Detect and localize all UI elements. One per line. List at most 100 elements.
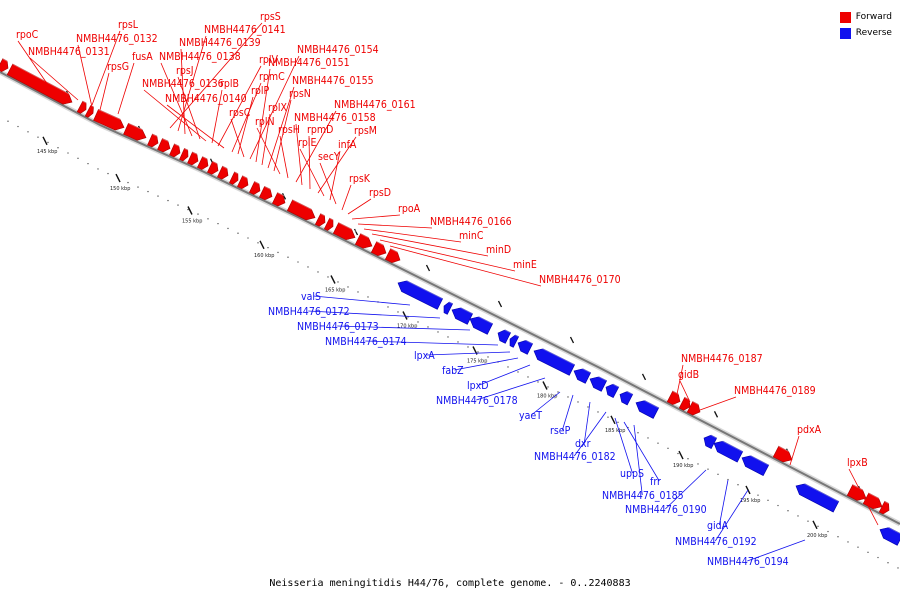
reverse-leader	[426, 351, 511, 356]
scale-dot	[297, 261, 299, 263]
gene-reverse-17[interactable]	[877, 523, 900, 546]
gene-forward-18-arrow	[272, 192, 286, 207]
gene-forward-6[interactable]	[147, 133, 161, 149]
scale-tick	[330, 275, 336, 284]
gene-reverse-15[interactable]	[739, 451, 770, 477]
gene-reverse-5[interactable]	[507, 333, 520, 348]
forward-leader	[77, 44, 93, 108]
scale-tick-label: 145 kbp	[37, 149, 57, 155]
scale-dot	[207, 218, 209, 220]
forward-leader	[299, 148, 325, 197]
legend-forward: Forward	[839, 9, 892, 25]
reverse-gene-label: valS	[301, 291, 321, 303]
gene-forward-29[interactable]	[772, 445, 796, 465]
gene-reverse-7[interactable]	[531, 345, 576, 376]
forward-gene-label: NMBH4476_0189	[734, 385, 816, 397]
gene-forward-14[interactable]	[229, 171, 241, 186]
gene-reverse-7-arrow	[533, 348, 576, 376]
gene-forward-9-arrow	[179, 148, 189, 162]
gene-forward-23[interactable]	[354, 233, 375, 252]
gene-reverse-9[interactable]	[587, 373, 608, 392]
forward-leader	[177, 35, 207, 132]
gene-reverse-10[interactable]	[603, 381, 620, 399]
scale-dot	[597, 411, 599, 413]
gene-forward-28[interactable]	[686, 400, 704, 417]
reverse-gene-label: NMBH4476_0192	[675, 536, 757, 548]
gene-forward-10[interactable]	[187, 151, 201, 167]
forward-gene-label: rpsC	[229, 107, 251, 119]
reverse-leader	[562, 394, 574, 431]
gene-forward-5-arrow	[123, 122, 147, 141]
forward-leader	[295, 110, 337, 183]
gene-reverse-15-bevel	[744, 451, 770, 466]
forward-gene-label: rplE	[298, 137, 317, 149]
scale-dot	[707, 468, 709, 470]
scale-dot	[127, 181, 129, 184]
reverse-leader	[313, 295, 411, 306]
gene-forward-16[interactable]	[249, 181, 263, 197]
gene-reverse-16[interactable]	[793, 480, 840, 513]
gene-features-layer	[0, 58, 900, 546]
scale-dot	[847, 541, 849, 543]
gene-forward-5[interactable]	[123, 122, 149, 143]
gene-reverse-11[interactable]	[617, 388, 634, 406]
gene-reverse-1[interactable]	[441, 300, 454, 315]
gene-reverse-13[interactable]	[701, 432, 718, 450]
forward-gene-label: lpxB	[847, 457, 868, 469]
scale-dot	[567, 396, 569, 398]
gene-forward-22[interactable]	[332, 222, 358, 243]
scale-dot	[547, 386, 549, 388]
reverse-leader	[623, 421, 660, 482]
gene-forward-3[interactable]	[84, 104, 97, 118]
gene-reverse-12[interactable]	[633, 396, 660, 419]
gene-reverse-14[interactable]	[711, 437, 744, 463]
gene-reverse-2[interactable]	[449, 304, 474, 325]
gene-forward-19[interactable]	[286, 199, 318, 223]
forward-leader	[699, 396, 737, 411]
gene-forward-4-bevel	[98, 108, 127, 123]
gene-forward-2[interactable]	[76, 100, 90, 115]
gene-forward-1[interactable]	[6, 63, 76, 107]
gene-forward-18[interactable]	[272, 192, 288, 209]
gene-forward-9[interactable]	[179, 147, 191, 162]
forward-gene-label: NMBH4476_0138	[159, 51, 241, 63]
scale-dot	[337, 281, 339, 283]
forward-leader	[211, 89, 223, 144]
gene-forward-0[interactable]	[0, 58, 12, 74]
gene-forward-1-bevel	[12, 63, 76, 98]
gene-forward-0-arrow	[0, 58, 9, 72]
forward-gene-label: NMBH4476_0136	[142, 78, 224, 90]
reverse-leader	[614, 417, 633, 474]
forward-leader	[848, 468, 879, 526]
gene-reverse-3[interactable]	[467, 313, 494, 335]
gene-reverse-8[interactable]	[571, 365, 592, 384]
gene-forward-25[interactable]	[384, 248, 403, 266]
gene-forward-24[interactable]	[370, 241, 389, 259]
gene-forward-21[interactable]	[323, 217, 336, 232]
gene-forward-8[interactable]	[169, 143, 183, 159]
scale-dot	[77, 157, 79, 160]
gene-reverse-4[interactable]	[495, 327, 512, 344]
gene-forward-32[interactable]	[878, 500, 893, 515]
gene-forward-12[interactable]	[207, 160, 221, 176]
gene-forward-4[interactable]	[93, 108, 127, 133]
gene-reverse-14-arrow	[713, 440, 744, 463]
scale-dot	[287, 256, 289, 258]
reverse-leader	[365, 340, 499, 346]
gene-forward-13[interactable]	[217, 165, 231, 181]
gene-forward-15[interactable]	[237, 175, 251, 191]
gene-forward-17[interactable]	[259, 185, 275, 202]
scale-dot	[697, 463, 699, 465]
gene-reverse-6[interactable]	[515, 337, 534, 355]
forward-leader	[267, 86, 295, 169]
gene-reverse-0[interactable]	[395, 277, 444, 310]
forward-gene-label: NMBH4476_0154	[297, 44, 379, 56]
gene-forward-1-arrow	[6, 63, 73, 105]
gene-forward-7[interactable]	[157, 137, 173, 154]
gene-forward-11[interactable]	[197, 156, 211, 172]
gene-forward-30[interactable]	[846, 484, 870, 504]
gene-forward-20[interactable]	[314, 213, 328, 228]
gene-reverse-16-arrow	[795, 483, 840, 513]
reverse-leader	[308, 310, 441, 319]
forward-gene-label: secY	[318, 151, 340, 163]
